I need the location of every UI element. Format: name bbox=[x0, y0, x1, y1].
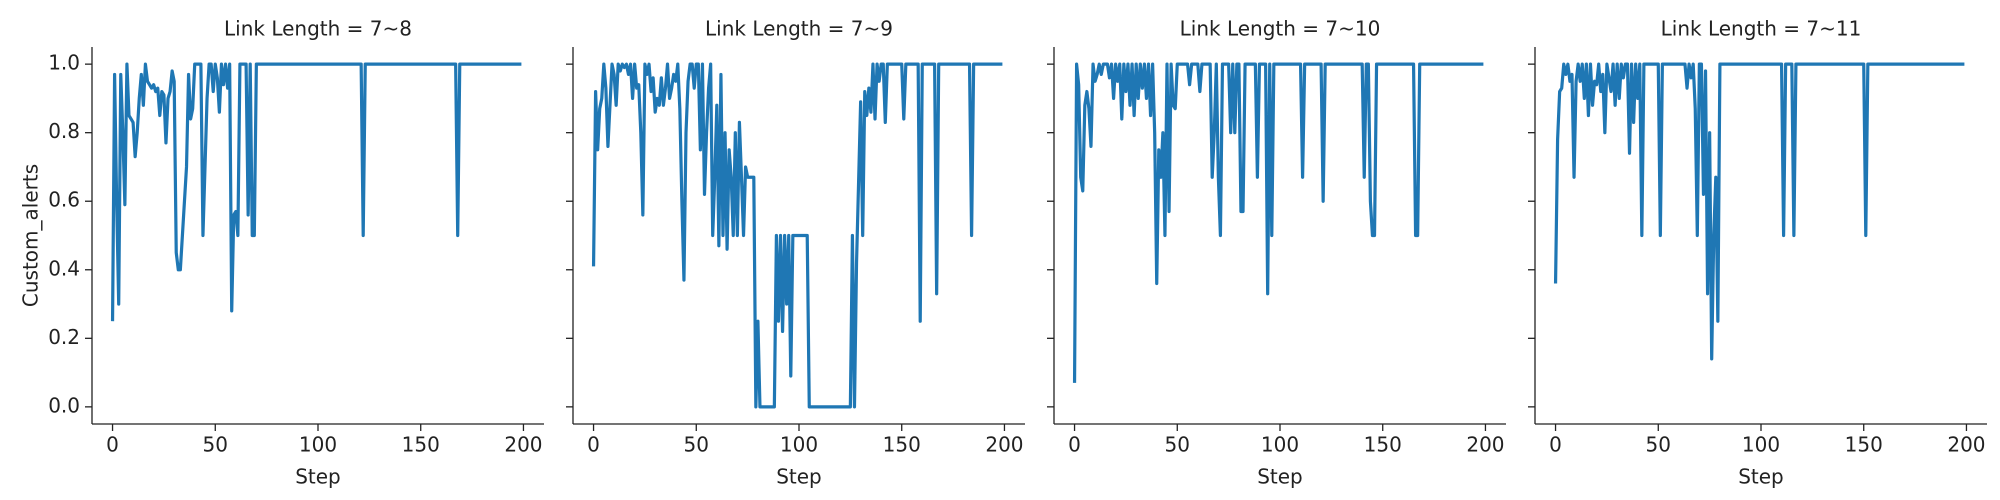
panel: Link Length = 7~8 0 50 100 150 200 0.0 0.2 0.4 0.… bbox=[19, 17, 544, 489]
data-line bbox=[110, 62, 522, 322]
y-tick-label: 0.4 bbox=[48, 256, 80, 280]
x-axis-label: Step bbox=[776, 465, 822, 489]
y-tick-label: 0.0 bbox=[48, 393, 80, 417]
panel-title: Link Length = 7~10 bbox=[1180, 17, 1381, 41]
x-tick-label: 0 bbox=[587, 433, 600, 457]
x-tick-label: 150 bbox=[1364, 433, 1402, 457]
x-tick-label: 100 bbox=[1742, 433, 1780, 457]
x-tick-label: 150 bbox=[883, 433, 921, 457]
x-tick-label: 50 bbox=[684, 433, 709, 457]
x-axis-label: Step bbox=[1738, 465, 1784, 489]
panel: Link Length = 7~9 0 50 100 150 200 Step bbox=[566, 17, 1025, 489]
panel: Link Length = 7~10 0 50 100 150 200 Step bbox=[1047, 17, 1506, 489]
y-tick-label: 0.2 bbox=[48, 325, 80, 349]
panel: Link Length = 7~11 0 50 100 150 200 Step bbox=[1528, 17, 1987, 489]
x-tick-label: 200 bbox=[1466, 433, 1504, 457]
x-tick-label: 200 bbox=[985, 433, 1023, 457]
x-tick-label: 200 bbox=[1947, 433, 1985, 457]
x-axis-label: Step bbox=[1257, 465, 1303, 489]
y-tick-label: 0.6 bbox=[48, 188, 80, 212]
data-line bbox=[591, 62, 1003, 409]
x-axis-label: Step bbox=[295, 465, 341, 489]
x-tick-label: 200 bbox=[504, 433, 542, 457]
panel-title: Link Length = 7~8 bbox=[224, 17, 412, 41]
panel-title: Link Length = 7~11 bbox=[1661, 17, 1862, 41]
x-tick-label: 100 bbox=[299, 433, 337, 457]
x-tick-label: 150 bbox=[1845, 433, 1883, 457]
x-tick-label: 50 bbox=[203, 433, 228, 457]
x-tick-label: 0 bbox=[106, 433, 119, 457]
x-tick-label: 0 bbox=[1549, 433, 1562, 457]
x-tick-label: 50 bbox=[1646, 433, 1671, 457]
x-tick-label: 0 bbox=[1068, 433, 1081, 457]
x-tick-label: 50 bbox=[1165, 433, 1190, 457]
x-tick-label: 150 bbox=[402, 433, 440, 457]
x-tick-label: 100 bbox=[1261, 433, 1299, 457]
y-tick-label: 1.0 bbox=[48, 51, 80, 75]
y-axis-label: Custom_alerts bbox=[19, 164, 43, 307]
data-line bbox=[1072, 62, 1484, 383]
y-tick-label: 0.8 bbox=[48, 119, 80, 143]
data-line bbox=[1553, 62, 1965, 361]
panel-title: Link Length = 7~9 bbox=[705, 17, 893, 41]
x-tick-label: 100 bbox=[780, 433, 818, 457]
